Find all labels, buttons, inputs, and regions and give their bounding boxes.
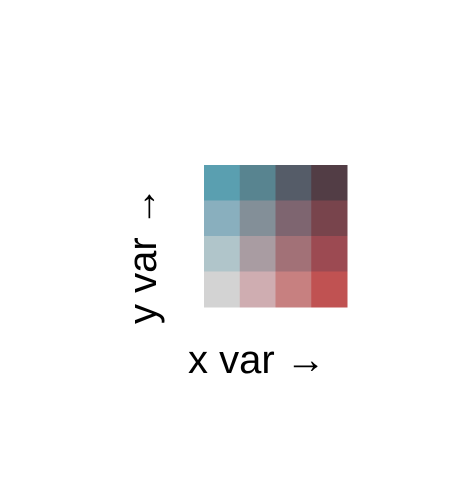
color-cell [275, 165, 312, 201]
color-cell [239, 236, 276, 272]
color-cell [311, 236, 348, 272]
color-cell [275, 271, 312, 308]
color-grid [204, 165, 348, 308]
color-cell [311, 165, 348, 201]
color-cell [311, 200, 348, 237]
color-cell [275, 200, 312, 237]
color-cell [204, 271, 241, 308]
color-cell [311, 271, 348, 308]
color-cell [204, 236, 241, 272]
x-axis-label: x var → [188, 338, 326, 382]
color-cell [239, 271, 276, 308]
color-cell [239, 165, 276, 201]
y-axis-label: y var → [121, 186, 165, 324]
color-cell [204, 200, 241, 237]
color-cell [239, 200, 276, 237]
color-cell [275, 236, 312, 272]
color-cell [204, 165, 241, 201]
